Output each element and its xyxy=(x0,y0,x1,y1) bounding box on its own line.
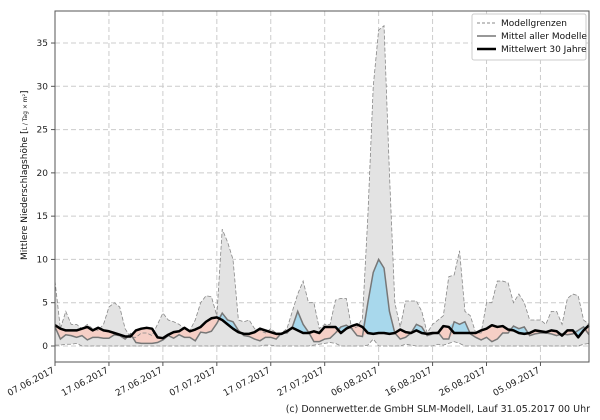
plot-frame xyxy=(54,10,590,363)
credit-text: (c) Donnerwetter.de GmbH SLM-Modell, Lau… xyxy=(285,404,590,415)
x-tick-label: 27.07.2017 xyxy=(276,366,326,399)
y-axis-label: Mittlere Niederschlagshöhe [L / Tag × m²… xyxy=(20,90,30,260)
model-max-line xyxy=(54,24,590,338)
x-tick-label: 07.07.2017 xyxy=(168,366,218,399)
legend: Modellgrenzen Mittel aller Modelle Mitte… xyxy=(471,13,587,61)
legend-label-mean: Mittel aller Modelle xyxy=(501,32,587,42)
legend-box xyxy=(471,13,587,61)
x-tick-label: 26.08.2017 xyxy=(438,366,488,399)
y-tick-label: 15 xyxy=(37,212,48,222)
climate-mean-line xyxy=(54,316,590,340)
x-tick-label: 27.06.2017 xyxy=(114,366,164,399)
x-tick-label: 06.08.2017 xyxy=(330,366,380,399)
x-tick-label: 07.06.2017 xyxy=(6,366,56,399)
legend-label-range: Modellgrenzen xyxy=(501,19,567,29)
y-tick-label: 35 xyxy=(37,39,48,49)
y-tick-label: 20 xyxy=(37,169,49,179)
models-mean-line xyxy=(54,257,590,345)
x-tick-label: 17.07.2017 xyxy=(222,366,272,399)
x-tick-label: 17.06.2017 xyxy=(60,366,110,399)
x-tick-label: 16.08.2017 xyxy=(384,366,434,399)
model-range-area xyxy=(55,25,589,346)
x-tick-label: 05.09.2017 xyxy=(492,366,542,399)
y-tick-label: 30 xyxy=(37,82,49,92)
y-tick-label: 0 xyxy=(42,342,48,352)
y-tick-label: 10 xyxy=(37,255,49,265)
legend-label-clim: Mittelwert 30 Jahre xyxy=(501,45,587,55)
y-tick-label: 5 xyxy=(42,299,48,309)
y-tick-label: 25 xyxy=(37,126,48,136)
chart-marks xyxy=(54,24,590,347)
